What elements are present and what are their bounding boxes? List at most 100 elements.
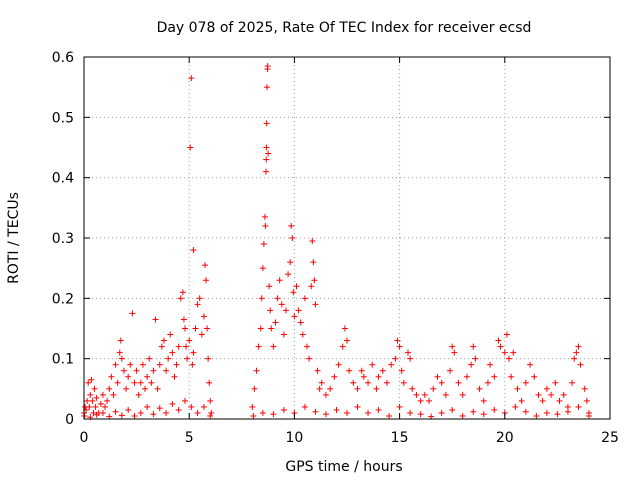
data-point bbox=[165, 355, 172, 362]
data-point bbox=[304, 343, 311, 350]
data-point bbox=[484, 379, 491, 386]
data-point bbox=[156, 405, 163, 412]
data-point bbox=[497, 343, 504, 350]
data-point bbox=[373, 385, 380, 392]
data-point bbox=[314, 367, 321, 374]
data-point bbox=[451, 349, 458, 356]
data-point bbox=[104, 397, 111, 404]
data-point bbox=[459, 391, 466, 398]
data-point bbox=[438, 409, 445, 416]
data-point bbox=[407, 355, 414, 362]
data-point bbox=[278, 301, 285, 308]
x-tick-label: 0 bbox=[80, 430, 89, 446]
data-point bbox=[280, 331, 287, 338]
data-point bbox=[89, 397, 96, 404]
data-point bbox=[339, 343, 346, 350]
y-tick-label: 0.1 bbox=[52, 352, 74, 368]
data-point bbox=[99, 409, 106, 416]
data-point bbox=[421, 391, 428, 398]
data-point bbox=[309, 238, 316, 245]
data-point bbox=[585, 412, 592, 419]
data-point bbox=[270, 343, 277, 350]
data-point bbox=[289, 235, 296, 241]
data-point bbox=[194, 409, 201, 416]
data-point bbox=[261, 213, 268, 220]
data-point bbox=[118, 355, 125, 362]
data-point bbox=[318, 379, 325, 386]
data-point bbox=[189, 361, 196, 368]
data-point bbox=[344, 337, 350, 344]
data-point bbox=[316, 385, 323, 392]
data-point bbox=[201, 262, 208, 269]
data-point bbox=[346, 367, 353, 374]
data-point bbox=[268, 325, 275, 332]
data-point bbox=[556, 397, 563, 404]
data-point bbox=[581, 385, 588, 392]
data-point bbox=[169, 349, 176, 356]
data-point bbox=[118, 412, 125, 419]
data-point bbox=[280, 406, 287, 413]
x-tick-label: 25 bbox=[601, 430, 619, 446]
data-point bbox=[255, 343, 262, 350]
data-point bbox=[577, 361, 584, 368]
data-point bbox=[175, 343, 182, 350]
data-point bbox=[258, 295, 265, 302]
data-point bbox=[312, 408, 319, 415]
data-point bbox=[173, 361, 180, 368]
data-point bbox=[180, 316, 187, 323]
data-point bbox=[426, 397, 433, 404]
data-point bbox=[491, 373, 498, 380]
data-point bbox=[114, 379, 121, 386]
data-point bbox=[205, 355, 212, 362]
data-point bbox=[413, 391, 420, 398]
data-point bbox=[117, 337, 124, 344]
data-point bbox=[274, 295, 281, 302]
data-point bbox=[108, 373, 115, 380]
data-point bbox=[150, 367, 157, 374]
data-point bbox=[564, 408, 571, 415]
data-point bbox=[354, 403, 361, 410]
data-point bbox=[396, 403, 403, 410]
data-point bbox=[543, 385, 550, 392]
data-point bbox=[438, 379, 445, 386]
data-point bbox=[92, 403, 99, 410]
data-point bbox=[158, 343, 165, 350]
data-point bbox=[253, 367, 260, 374]
data-point bbox=[112, 361, 119, 368]
data-point bbox=[129, 310, 136, 317]
data-point bbox=[470, 408, 477, 415]
data-point bbox=[569, 379, 576, 386]
data-point bbox=[512, 403, 519, 410]
data-point bbox=[156, 361, 163, 368]
y-tick-label: 0.5 bbox=[52, 110, 74, 126]
data-point bbox=[264, 84, 271, 91]
data-point bbox=[322, 391, 329, 398]
data-point bbox=[148, 379, 155, 386]
data-point bbox=[251, 385, 258, 392]
data-point bbox=[394, 337, 401, 344]
data-point bbox=[375, 406, 382, 413]
data-point bbox=[276, 277, 283, 284]
data-point bbox=[179, 289, 186, 296]
data-point bbox=[171, 373, 178, 380]
data-point bbox=[573, 349, 580, 356]
data-point bbox=[560, 391, 567, 398]
data-point bbox=[262, 222, 269, 229]
data-point bbox=[409, 385, 416, 392]
x-tick-label: 5 bbox=[185, 430, 194, 446]
data-point bbox=[203, 277, 210, 284]
data-point bbox=[188, 403, 195, 410]
data-point bbox=[480, 411, 487, 418]
data-point bbox=[491, 406, 498, 413]
data-point bbox=[470, 343, 477, 350]
y-tick-label: 0.4 bbox=[52, 171, 74, 187]
data-point bbox=[301, 403, 308, 410]
y-tick-label: 0.3 bbox=[52, 231, 74, 247]
data-point bbox=[447, 367, 454, 374]
data-point bbox=[85, 379, 92, 386]
data-point bbox=[531, 373, 538, 380]
data-point bbox=[190, 349, 197, 356]
data-point bbox=[250, 412, 257, 419]
data-point bbox=[548, 391, 555, 398]
